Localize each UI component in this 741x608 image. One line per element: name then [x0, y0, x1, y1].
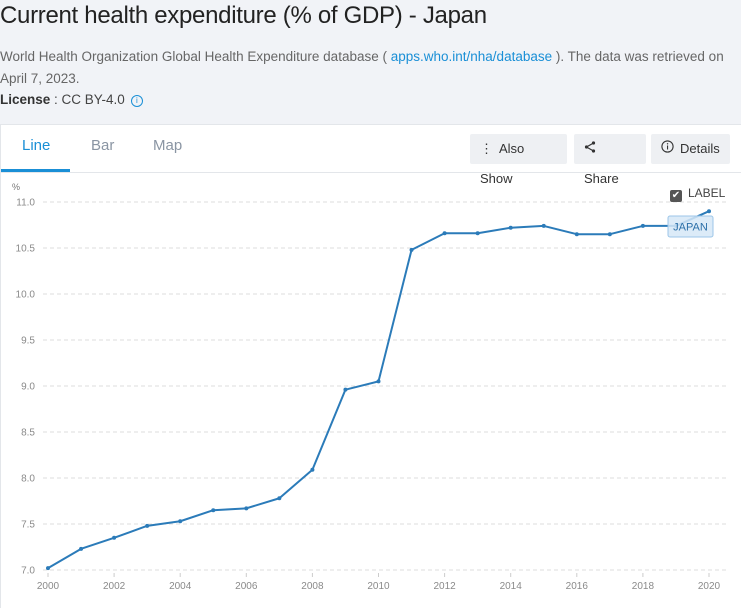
source-text: World Health Organization Global Health … [0, 46, 740, 90]
share-button[interactable]: Share [574, 134, 646, 186]
y-tick-label: 7.0 [21, 566, 35, 577]
data-point [475, 231, 480, 236]
y-tick-label: 9.5 [21, 336, 35, 347]
data-point [508, 225, 513, 230]
tab-line[interactable]: Line [22, 137, 51, 154]
license-label: License [0, 92, 51, 107]
x-tick-label: 2002 [103, 581, 126, 592]
x-tick-label: 2000 [37, 581, 60, 592]
tab-map[interactable]: Map [153, 137, 183, 154]
x-tick-label: 2018 [632, 581, 655, 592]
details-button[interactable]: Details [651, 134, 730, 164]
source-prefix: World Health Organization Global Health … [0, 49, 391, 64]
data-point [310, 467, 315, 472]
tab-bar[interactable]: Bar [91, 137, 115, 154]
license: License : CC BY-4.0 i [0, 92, 143, 107]
more-vertical-icon: ⋮ [480, 141, 493, 156]
series-label: JAPAN [673, 222, 708, 234]
label-toggle-text: LABEL [688, 186, 726, 200]
x-tick-label: 2012 [433, 581, 456, 592]
x-tick-label: 2016 [566, 581, 589, 592]
y-tick-label: 9.0 [21, 382, 35, 393]
info-circle-icon [661, 134, 674, 164]
x-tick-label: 2008 [301, 581, 324, 592]
source-link[interactable]: apps.who.int/nha/database [390, 49, 553, 64]
data-point [244, 506, 249, 511]
chart-card: Line Bar Map ⋮ Also Show Share Details [0, 124, 741, 608]
info-icon[interactable]: i [130, 95, 143, 107]
data-point [409, 247, 414, 252]
series-line [47, 210, 710, 570]
data-point [79, 546, 84, 551]
series-label-box [667, 215, 714, 238]
data-point [277, 496, 282, 501]
y-tick-label: 8.0 [21, 474, 35, 485]
y-axis-label: % [12, 182, 20, 192]
data-point [541, 223, 546, 228]
data-point [640, 223, 645, 228]
details-label: Details [680, 141, 720, 156]
x-tick-label: 2004 [169, 581, 192, 592]
data-point [145, 523, 150, 528]
y-tick-label: 7.5 [21, 520, 35, 531]
x-tick-label: 2006 [235, 581, 258, 592]
data-point [607, 232, 612, 237]
data-point [442, 231, 447, 236]
y-tick-label: 10.0 [16, 290, 36, 301]
chart-type-tabs: Line Bar Map ⋮ Also Show Share Details [1, 125, 741, 186]
data-point [707, 209, 711, 214]
x-tick-label: 2014 [500, 581, 523, 592]
data-point [376, 379, 381, 384]
also-show-button[interactable]: ⋮ Also Show [470, 134, 567, 186]
source-suffix: ). The data was retrieved on April 7, 20… [0, 49, 724, 86]
label-toggle[interactable]: ✔ LABEL [670, 186, 725, 202]
active-tab-indicator [1, 169, 70, 172]
y-tick-label: 10.5 [16, 244, 36, 255]
share-label: Share [584, 171, 619, 186]
x-tick-label: 2020 [698, 581, 721, 592]
page-title: Current health expenditure (% of GDP) - … [0, 2, 487, 29]
y-tick-label: 11.0 [16, 198, 35, 209]
checkbox-checked-icon[interactable]: ✔ [670, 190, 682, 202]
x-tick-label: 2010 [367, 581, 390, 592]
data-point [178, 519, 183, 524]
data-point [46, 566, 50, 571]
also-show-label: Also Show [480, 141, 525, 186]
y-tick-label: 8.5 [21, 428, 35, 439]
share-icon [584, 134, 596, 164]
data-point [112, 535, 117, 540]
data-point [574, 232, 579, 237]
data-point [343, 387, 348, 392]
data-point [211, 508, 216, 513]
license-value: : CC BY-4.0 [50, 92, 125, 107]
